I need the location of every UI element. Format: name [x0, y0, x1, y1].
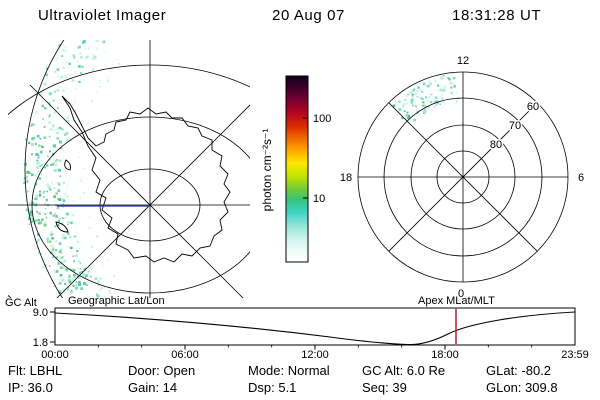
- meridian-diag-2: [56, 104, 250, 298]
- strip-ylabel: GC Alt: [5, 297, 37, 309]
- status-seq: Seq: 39: [362, 380, 407, 395]
- status-ip: IP: 36.0: [8, 380, 53, 395]
- geo-map-caption: Geographic Lat/Lon: [68, 295, 165, 307]
- ytick-1.8: 1.8: [33, 337, 48, 349]
- mlt-label-18: 18: [340, 172, 352, 184]
- strip-frame: [54, 307, 576, 346]
- date-label: 20 Aug 07: [272, 7, 345, 24]
- colorbar-gradient: [285, 75, 309, 263]
- colorbar: photon cm⁻²s⁻¹ 100 10: [260, 75, 331, 263]
- mlat-label-60: 60: [527, 101, 539, 113]
- xtick-1800: 18:00: [431, 349, 459, 361]
- gc-alt-curve: [54, 311, 576, 346]
- time-label: 18:31:28 UT: [452, 7, 542, 24]
- status-dsp: Dsp: 5.1: [248, 380, 297, 395]
- geo-map-panel: [8, 40, 250, 298]
- orbit-strip-chart: Geographic Lat/Lon Apex MLat/MLT GC Alt …: [5, 295, 589, 361]
- island: [64, 159, 71, 171]
- xtick-minor-marks: [97, 345, 533, 348]
- status-filter: Flt: LBHL: [8, 363, 63, 378]
- ytick-9: 9.0: [33, 307, 48, 319]
- status-gc-alt: GC Alt: 6.0 Re: [362, 363, 446, 378]
- geo-grid: [8, 40, 250, 298]
- earth-limb-arc: [24, 40, 65, 298]
- status-door: Door: Open: [128, 363, 196, 378]
- colorbar-tick-100: 100: [313, 113, 331, 125]
- apex-polar-panel: 12 18 6 0 60 70 80: [340, 55, 584, 300]
- app-title: Ultraviolet Imager: [38, 7, 167, 24]
- antarctica-coastline: [55, 95, 231, 263]
- xtick-1200: 12:00: [301, 349, 329, 361]
- mlt-label-12: 12: [457, 55, 469, 67]
- status-glat: GLat: -80.2: [486, 363, 552, 378]
- mlt-label-0: 0: [458, 288, 464, 300]
- island: [55, 221, 69, 233]
- xtick-major-marks: [184, 345, 446, 350]
- xtick-0000: 00:00: [41, 349, 69, 361]
- status-gain: Gain: 14: [128, 380, 178, 395]
- apex-emission-speckles: [392, 72, 459, 122]
- apex-grid: [357, 71, 569, 283]
- colorbar-tick-10: 10: [313, 193, 325, 205]
- mlt-spoke-diag-2: [388, 102, 538, 252]
- status-mode: Mode: Normal: [248, 363, 330, 378]
- xtick-2359: 23:59: [561, 349, 589, 361]
- status-glon: GLon: 309.8: [486, 380, 558, 395]
- mlt-label-6: 6: [578, 172, 584, 184]
- xtick-0600: 06:00: [171, 349, 199, 361]
- apex-caption: Apex MLat/MLT: [418, 295, 495, 307]
- mlat-label-70: 70: [509, 120, 521, 132]
- colorbar-label: photon cm⁻²s⁻¹: [260, 129, 274, 212]
- mlat-label-80: 80: [490, 139, 502, 151]
- dayglow-speckles: [23, 40, 131, 298]
